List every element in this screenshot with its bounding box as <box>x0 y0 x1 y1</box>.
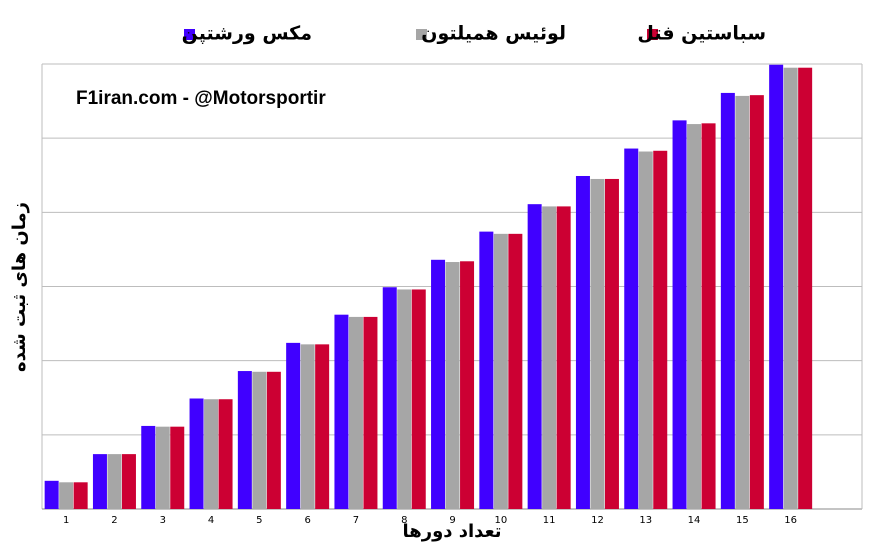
bar <box>170 426 185 509</box>
x-tick-label: 1 <box>63 515 69 526</box>
bar <box>141 425 156 509</box>
x-tick-label: 14 <box>688 515 701 526</box>
y-axis-title: زمان های ثبت شده <box>9 202 30 372</box>
bar <box>479 231 494 509</box>
bar <box>59 482 74 509</box>
bar <box>575 175 590 509</box>
bar <box>286 342 301 509</box>
bar <box>653 150 668 509</box>
bar <box>556 206 571 509</box>
bar <box>769 64 784 509</box>
bar <box>783 67 798 509</box>
legend-swatch <box>647 29 658 40</box>
bar <box>701 123 716 509</box>
bar <box>687 124 702 509</box>
x-tick-label: 8 <box>401 515 407 526</box>
x-tick-label: 7 <box>353 515 359 526</box>
x-tick-label: 4 <box>208 515 214 526</box>
bar <box>460 261 475 509</box>
bar <box>445 262 460 509</box>
bar <box>431 259 446 509</box>
bar <box>300 344 315 509</box>
x-tick-label: 15 <box>736 515 749 526</box>
bar <box>749 95 764 510</box>
bar <box>44 480 59 509</box>
x-tick-label: 2 <box>111 515 117 526</box>
bar <box>590 178 605 510</box>
bar <box>397 289 412 509</box>
bar <box>493 233 508 509</box>
bar <box>624 148 639 510</box>
bar <box>266 371 281 509</box>
bar <box>604 178 619 510</box>
bar <box>638 151 653 509</box>
x-tick-label: 11 <box>543 515 556 526</box>
bar <box>672 120 687 509</box>
bar <box>107 454 122 509</box>
legend-label: سباستین فتل <box>637 23 766 45</box>
bar <box>348 316 363 509</box>
x-tick-label: 12 <box>591 515 604 526</box>
bar <box>735 95 750 510</box>
bar <box>189 398 204 509</box>
x-tick-label: 5 <box>256 515 262 526</box>
bar <box>218 399 233 509</box>
x-axis-title: تعداد دورها <box>402 521 501 542</box>
bar <box>92 454 107 509</box>
legend-swatch <box>184 29 195 40</box>
annotation: F1iran.com - @Motorsportir <box>76 88 326 109</box>
bar <box>252 371 267 509</box>
bar <box>315 344 330 509</box>
x-tick-label: 13 <box>639 515 652 526</box>
bar <box>527 204 542 510</box>
bar <box>508 233 523 509</box>
legend-swatch <box>416 29 427 40</box>
bar <box>798 67 813 509</box>
bar <box>121 454 136 509</box>
bar <box>382 287 397 509</box>
bar <box>155 426 170 509</box>
bar <box>411 289 426 509</box>
bar <box>720 92 735 510</box>
legend-label: مکس ورشتپن <box>182 23 312 45</box>
bar <box>334 314 349 509</box>
x-tick-label: 6 <box>304 515 310 526</box>
x-tick-label: 10 <box>494 515 507 526</box>
legend-label: لوئیس همیلتون <box>421 23 566 45</box>
x-tick-label: 9 <box>449 515 455 526</box>
bar <box>204 399 219 509</box>
x-tick-label: 16 <box>784 515 797 526</box>
bar <box>363 316 378 509</box>
x-tick-label: 3 <box>160 515 166 526</box>
bar <box>73 482 88 509</box>
bar <box>542 206 557 509</box>
bar <box>237 371 252 509</box>
